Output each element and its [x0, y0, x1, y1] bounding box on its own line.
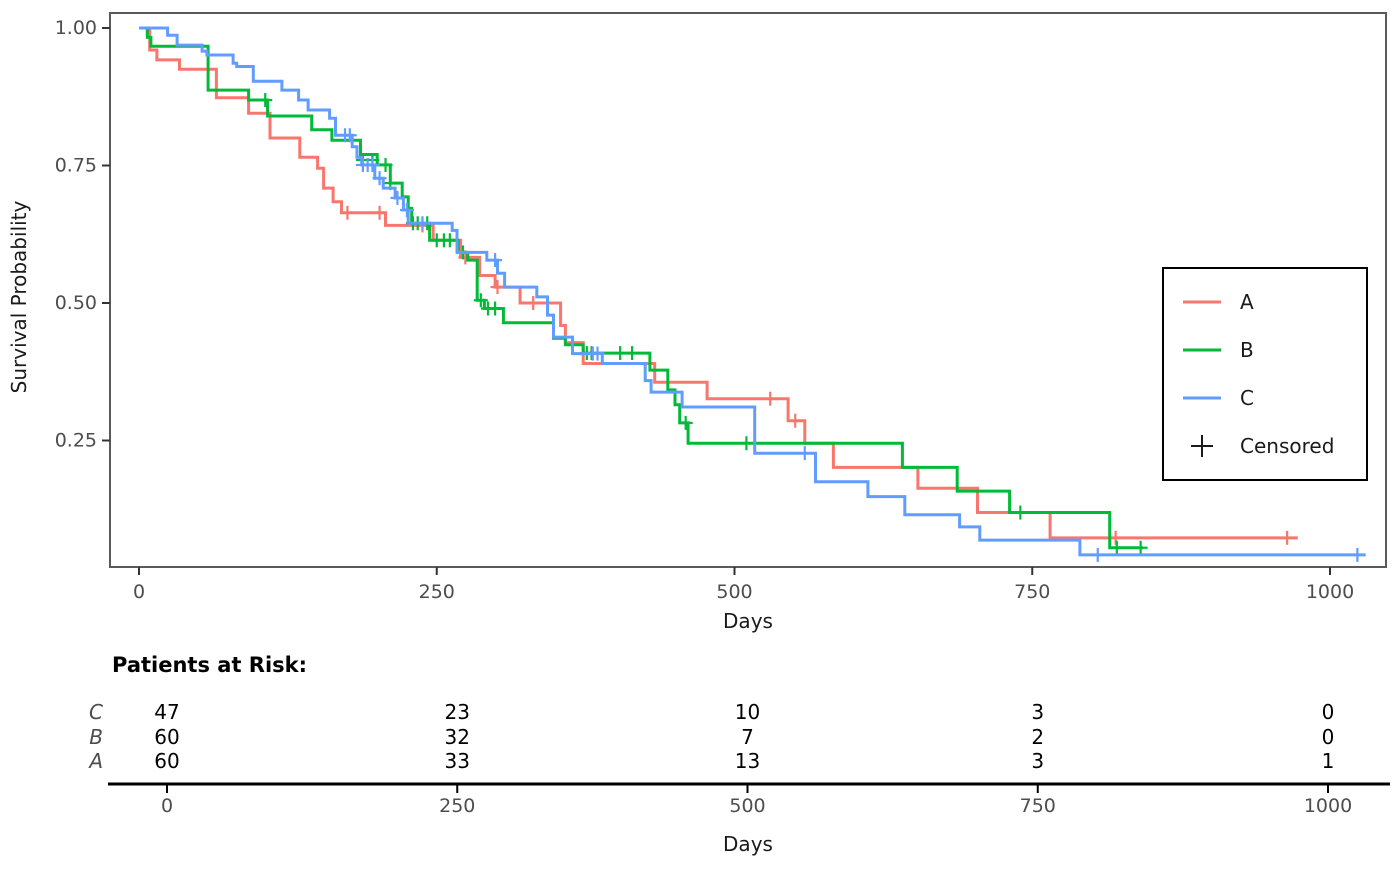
- legend-label-a: A: [1240, 290, 1254, 314]
- risk-value: 47: [154, 700, 179, 724]
- x-tick-label: 750: [1014, 581, 1050, 603]
- risk-value: 2: [1031, 725, 1044, 749]
- legend: ABC Censored: [1162, 267, 1368, 481]
- y-tick-label: 0.75: [55, 155, 97, 177]
- risk-value: 60: [154, 749, 179, 773]
- risk-value: 7: [741, 725, 754, 749]
- y-tick-label: 1.00: [55, 17, 97, 39]
- x-axis-title: Days: [723, 609, 773, 633]
- x-tick-label: 0: [133, 581, 145, 603]
- risk-value: 0: [1322, 700, 1335, 724]
- legend-label-censored: Censored: [1240, 434, 1334, 458]
- risk-value: 33: [445, 749, 470, 773]
- x-tick-label: 500: [716, 581, 752, 603]
- plot-axes: 1.00 0.75 0.50 0.25 0 250 500 750 1000: [55, 17, 1354, 603]
- y-tick-label: 0.25: [55, 430, 97, 452]
- legend-label-b: B: [1240, 338, 1254, 362]
- risk-x-tick-label: 500: [729, 795, 765, 817]
- risk-value: 3: [1031, 700, 1044, 724]
- risk-table-title: Patients at Risk:: [112, 653, 307, 677]
- risk-value: 1: [1322, 749, 1335, 773]
- risk-value: 32: [445, 725, 470, 749]
- x-tick-label: 250: [419, 581, 455, 603]
- risk-table: C 47 23 10 3 0B 60 32 7 2 0A 60 33 13 3 10 250 500 750 1000: [87, 700, 1390, 817]
- x-tick-label: 1000: [1306, 581, 1354, 603]
- series-C-censor-marks: [338, 128, 1365, 562]
- risk-x-tick-label: 1000: [1304, 795, 1352, 817]
- survival-curves: [139, 26, 1366, 562]
- y-tick-label: 0.50: [55, 292, 97, 314]
- risk-value: 23: [445, 700, 470, 724]
- risk-x-axis-title: Days: [723, 832, 773, 856]
- risk-value: 0: [1322, 725, 1335, 749]
- legend-label-c: C: [1240, 386, 1254, 410]
- risk-x-tick-label: 0: [161, 795, 173, 817]
- risk-value: 10: [735, 700, 760, 724]
- risk-value: 60: [154, 725, 179, 749]
- risk-row-label-c: C: [89, 700, 103, 724]
- y-axis-title: Survival Probability: [7, 200, 31, 393]
- risk-row-label-b: B: [89, 725, 103, 749]
- series-C-line: [139, 26, 1366, 557]
- risk-x-tick-label: 750: [1020, 795, 1056, 817]
- risk-value: 3: [1031, 749, 1044, 773]
- risk-value: 13: [735, 749, 760, 773]
- risk-row-label-a: A: [87, 749, 103, 773]
- risk-x-tick-label: 250: [439, 795, 475, 817]
